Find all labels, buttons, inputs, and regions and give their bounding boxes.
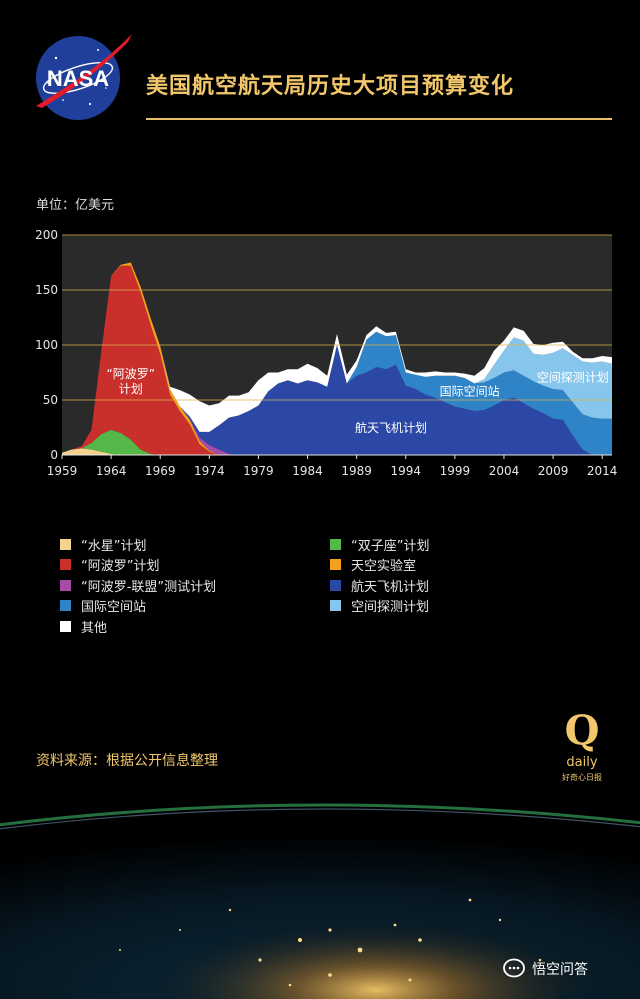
legend-item: 天空实验室: [330, 557, 417, 574]
legend-label: “阿波罗”计划: [81, 559, 160, 574]
legend-item: 国际空间站: [60, 598, 147, 615]
legend-item: 其他: [60, 618, 108, 636]
legend-swatch: [330, 600, 341, 611]
annotation-label: 空间探测计划: [537, 370, 609, 384]
annotation-label: 航天飞机计划: [355, 420, 427, 435]
legend-swatch: [60, 559, 71, 570]
legend-item: “双子座”计划: [330, 536, 430, 554]
x-tick-label: 2009: [538, 464, 569, 478]
legend-label: 其他: [81, 620, 108, 636]
unit-label: 单位：亿美元: [36, 198, 115, 213]
qdaily-word: daily: [566, 755, 597, 770]
legend-item: “阿波罗-联盟”测试计划: [60, 577, 217, 595]
nasa-logo-text: NASA: [47, 66, 109, 91]
legend-label: “水星”计划: [81, 538, 147, 554]
annotation-apollo: 计划: [119, 382, 143, 396]
annotation-apollo: “阿波罗”: [107, 367, 155, 381]
legend-swatch: [330, 579, 341, 591]
legend-swatch: [330, 559, 341, 570]
x-tick-label: 1994: [390, 464, 421, 478]
legend-swatch: [60, 579, 71, 591]
legend-label: 航天飞机计划: [351, 579, 430, 595]
legend-swatch: [60, 538, 71, 550]
nasa-logo-icon: NASA: [36, 34, 132, 120]
footer-badge: 悟空问答: [502, 958, 588, 980]
qdaily-logo-icon: Q daily 好奇心日报: [562, 708, 602, 782]
legend-item: “水星”计划: [60, 536, 147, 554]
legend-swatch: [60, 600, 71, 611]
legend-item: 航天飞机计划: [330, 577, 430, 595]
area-series-1: [62, 429, 612, 455]
x-tick-label: 1974: [194, 464, 225, 478]
annotation-label: 国际空间站: [440, 385, 500, 399]
y-tick-label: 100: [35, 338, 58, 352]
legend-label: 天空实验室: [351, 559, 417, 574]
title-divider: [146, 118, 612, 120]
earth-night-image: [0, 790, 640, 999]
x-tick-label: 1964: [96, 464, 127, 478]
area-series-8: [62, 262, 612, 453]
legend-label: “阿波罗-联盟”测试计划: [81, 579, 217, 595]
y-tick-label: 200: [35, 228, 58, 242]
area-series-2: [62, 265, 612, 455]
x-tick-label: 2014: [587, 464, 618, 478]
area-series-7: [62, 262, 612, 453]
legend-swatch: [60, 620, 71, 632]
footer-badge-label: 悟空问答: [532, 962, 588, 978]
legend-label: 空间探测计划: [351, 600, 430, 615]
legend-item: “阿波罗”计划: [60, 557, 160, 574]
x-tick-label: 1984: [292, 464, 323, 478]
y-tick-label: 150: [35, 283, 58, 297]
x-tick-label: 1999: [440, 464, 471, 478]
page-title: 美国航空航天局历史大项目预算变化: [146, 74, 515, 99]
legend-swatch: [330, 538, 341, 550]
x-tick-label: 1989: [341, 464, 372, 478]
legend-label: 国际空间站: [81, 600, 147, 615]
legend-label: “双子座”计划: [351, 538, 430, 554]
qdaily-sub: 好奇心日报: [562, 772, 602, 782]
chat-bubble-icon: [503, 958, 525, 978]
y-tick-label: 50: [43, 393, 58, 407]
x-tick-label: 1969: [145, 464, 176, 478]
area-series-5: [62, 262, 612, 455]
area-series-6: [62, 262, 612, 455]
x-tick-label: 2004: [489, 464, 520, 478]
source-note: 资料来源：根据公开信息整理: [36, 753, 218, 769]
qdaily-mark: Q: [565, 708, 600, 754]
budget-area-chart: 0 50 100 150 200 1959 1964 1969 1974 1979 1984 1989…: [35, 228, 618, 478]
legend-item: 空间探测计划: [330, 598, 430, 615]
x-tick-label: 1959: [47, 464, 78, 478]
x-tick-label: 1979: [243, 464, 274, 478]
y-tick-label: 0: [50, 448, 58, 462]
